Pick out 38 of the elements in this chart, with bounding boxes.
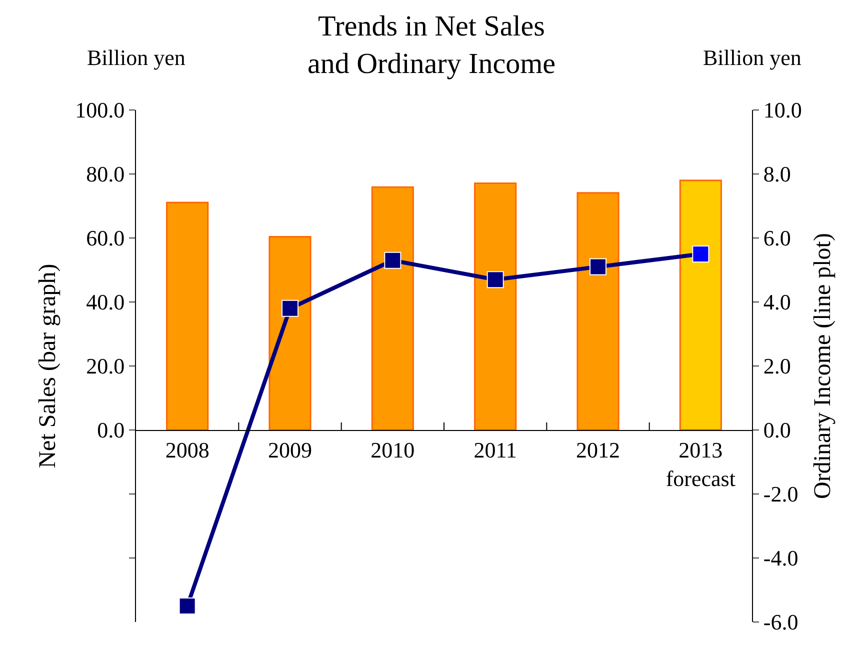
y2-tick-label: 2.0	[763, 354, 791, 379]
y2-tick-label: -2.0	[763, 482, 798, 507]
y-tick-label: 0.0	[97, 418, 125, 443]
y2-tick-label: 10.0	[763, 98, 802, 123]
point	[282, 300, 298, 317]
y2-tick-label: 6.0	[763, 226, 791, 251]
x-tick-label: 2009	[268, 437, 312, 462]
x-tick-label: 2008	[165, 437, 210, 462]
y2-tick-label: -6.0	[763, 610, 798, 635]
bar	[576, 192, 620, 431]
y-tick-label: 80.0	[86, 162, 125, 187]
y-axis-title: Net Sales (bar graph)	[35, 264, 62, 468]
y2-tick-label: 0.0	[763, 418, 791, 443]
x-tick-label: 2013 forecast	[666, 437, 736, 491]
y2-tick-label: 4.0	[763, 290, 791, 315]
bar	[679, 180, 722, 431]
point	[590, 258, 606, 276]
text: Billion yen	[703, 45, 802, 70]
y2-tick-label: 8.0	[763, 162, 791, 187]
y-tick-label: 60.0	[86, 226, 125, 251]
chart-title: Trends in Net Sales and Ordinary Income	[307, 10, 556, 80]
point	[384, 252, 402, 269]
point	[486, 271, 504, 288]
y-tick-label: 100.0	[75, 98, 125, 123]
x-tick-label: 2010	[370, 437, 415, 462]
bar	[166, 202, 209, 431]
bar	[474, 182, 517, 431]
point	[692, 246, 710, 262]
bar	[268, 236, 312, 431]
x-tick-label: 2012	[576, 437, 620, 462]
bar	[371, 186, 414, 431]
text: Billion yen	[87, 45, 186, 70]
point	[178, 598, 196, 614]
y-tick-label: 40.0	[86, 290, 125, 315]
y2-axis-title: Ordinary Income (line plot)	[810, 233, 836, 499]
y2-tick-label: -4.0	[763, 546, 798, 571]
y-tick-label: 20.0	[86, 354, 125, 379]
x-tick-label: 2011	[474, 437, 517, 462]
